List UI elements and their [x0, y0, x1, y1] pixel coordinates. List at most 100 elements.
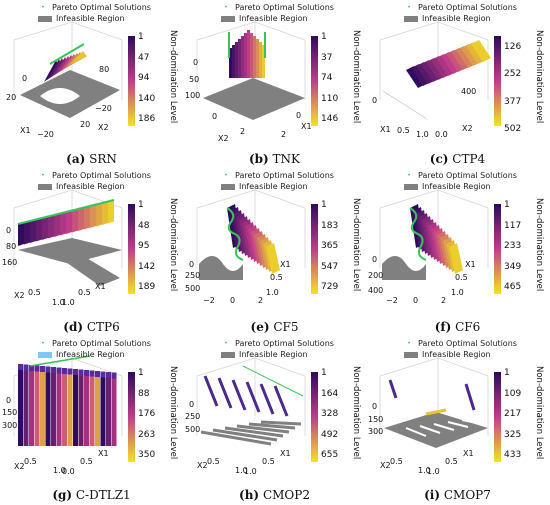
- infeasible-swatch-icon: [404, 183, 418, 190]
- axis-tick-label: 1.0: [451, 288, 464, 297]
- axis-tick-label: 0: [372, 402, 378, 411]
- axis-tick-label: 0.5: [80, 457, 93, 466]
- axis-tick-label: 1.0: [266, 288, 279, 297]
- axis-tick-label: 0.5: [262, 457, 275, 466]
- colorbar-tick-label: 74: [321, 73, 333, 83]
- axis-tick-label: 1.0: [53, 466, 66, 475]
- legend: • Pareto Optimal Solutions Infeasible Regi…: [404, 338, 517, 360]
- axis-tick-label: 1.0: [52, 298, 65, 307]
- plot-art: [379, 21, 491, 120]
- caption-letter: (b): [248, 152, 269, 166]
- legend-label: Pareto Optimal Solutions: [418, 3, 517, 12]
- axis-tick-label: 0: [189, 260, 195, 269]
- legend: • Pareto Optimal Solutions Infeasible Regi…: [38, 338, 151, 360]
- axis-tick-label: X2: [14, 291, 25, 300]
- legend-label: Infeasible Region: [422, 14, 491, 23]
- axis-tick-label: 0.5: [28, 288, 41, 297]
- colorbar-tick-label: 217: [504, 409, 522, 419]
- colorbar-tick-label: 233: [504, 241, 522, 251]
- legend-label: Infeasible Region: [422, 182, 491, 191]
- legend-label: Infeasible Region: [239, 182, 308, 191]
- axis-tick-label: X2: [98, 123, 109, 132]
- colorbar-tick-label: 176: [138, 409, 156, 419]
- axis-tick-label: 500: [185, 284, 201, 293]
- colorbar-tick-label: 146: [321, 114, 339, 124]
- colorbar-tick-label: 1: [138, 200, 144, 210]
- subplot-tnk: • Pareto Optimal Solutions Infeasible Regi…: [183, 0, 366, 168]
- colorbar-tick-label: 110: [321, 93, 339, 104]
- legend-label: Pareto Optimal Solutions: [235, 339, 334, 348]
- subfigure-caption: (h) CMOP2: [183, 488, 366, 502]
- colorbar-tick-label: 142: [138, 261, 156, 272]
- axis-tick-label: 0: [6, 396, 12, 405]
- legend-item-pareto: • Pareto Optimal Solutions: [404, 170, 517, 181]
- colorbar-title: Non-domination Level: [168, 366, 178, 460]
- colorbar-tick-label: 1: [321, 368, 327, 378]
- legend: • Pareto Optimal Solutions Infeasible Regi…: [38, 2, 151, 24]
- caption-name: CTP4: [448, 152, 486, 166]
- colorbar-tick-label: 502: [504, 124, 522, 134]
- colorbar-tick-label: 37: [321, 52, 333, 63]
- axis-tick-label: 0.0: [62, 467, 75, 476]
- legend-label: Infeasible Region: [56, 182, 125, 191]
- legend: • Pareto Optimal Solutions Infeasible Regi…: [404, 170, 517, 192]
- axis-tick-label: 0: [22, 74, 28, 83]
- caption-letter: (i): [424, 488, 441, 502]
- axis-tick-label: X1: [380, 125, 391, 134]
- legend-label: Pareto Optimal Solutions: [235, 3, 334, 12]
- axis-tick-label: 0.5: [397, 126, 410, 135]
- axis-tick-label: 80: [6, 242, 17, 251]
- colorbar-title: Non-domination Level: [168, 198, 178, 292]
- legend-item-pareto: • Pareto Optimal Solutions: [38, 2, 151, 13]
- caption-letter: (g): [52, 488, 73, 502]
- subplot-c-dtlz1: • Pareto Optimal Solutions Infeasible Regi…: [0, 336, 183, 504]
- axis-tick-label: 250: [185, 271, 201, 280]
- subfigure-caption: (b) TNK: [183, 152, 366, 166]
- axis-tick-label: 1.0: [62, 298, 75, 307]
- colorbar-tick-label: 47: [138, 52, 150, 63]
- axis-tick-label: −20: [37, 130, 54, 139]
- axis-tick-label: 1.0: [427, 467, 440, 476]
- axis-tick-label: 150: [368, 415, 384, 424]
- infeasible-swatch-icon: [404, 351, 418, 358]
- axis-tick-label: 100: [185, 91, 201, 100]
- axis-tick-label: 160: [2, 258, 18, 267]
- legend-item-pareto: • Pareto Optimal Solutions: [404, 338, 517, 349]
- colorbar-tick-label: 189: [138, 282, 156, 292]
- colorbar-tick-label: 350: [138, 450, 156, 460]
- colorbar: [494, 372, 501, 462]
- axis-tick-label: X2: [197, 461, 208, 470]
- caption-letter: (f): [434, 320, 452, 334]
- legend: • Pareto Optimal Solutions Infeasible Regi…: [221, 338, 334, 360]
- legend-label: Infeasible Region: [56, 14, 125, 23]
- legend-item-pareto: • Pareto Optimal Solutions: [221, 338, 334, 349]
- colorbar-tick-label: 94: [138, 73, 150, 83]
- axis-tick-label: 250: [185, 412, 201, 421]
- subfigure-caption: (g) C-DTLZ1: [0, 488, 183, 502]
- legend: • Pareto Optimal Solutions Infeasible Regi…: [221, 170, 334, 192]
- axis-tick-label: X2: [14, 462, 25, 471]
- legend: • Pareto Optimal Solutions Infeasible Regi…: [38, 170, 151, 192]
- subplot-canvas: [13, 355, 123, 446]
- axis-tick-label: −2: [386, 296, 398, 305]
- legend-label: Pareto Optimal Solutions: [52, 3, 151, 12]
- colorbar-tick-label: 1: [138, 32, 144, 42]
- legend-label: Pareto Optimal Solutions: [52, 339, 151, 348]
- colorbar-tick-label: 1: [321, 200, 327, 210]
- axis-tick-label: 20: [80, 120, 91, 129]
- axis-tick-label: 0.5: [455, 273, 468, 282]
- pareto-marker-icon: •: [407, 340, 411, 347]
- pareto-marker-icon: •: [224, 340, 228, 347]
- legend-label: Infeasible Region: [56, 350, 125, 359]
- axis-tick-label: X1: [280, 449, 291, 458]
- axis-tick-label: 0: [230, 296, 236, 305]
- infeasible-swatch-icon: [221, 351, 235, 358]
- colorbar-tick-label: 140: [138, 93, 156, 104]
- axis-tick-label: 1.0: [416, 130, 429, 139]
- colorbar-tick-label: 183: [321, 220, 339, 231]
- legend-item-pareto: • Pareto Optimal Solutions: [38, 338, 151, 349]
- plot-art: [13, 21, 123, 118]
- colorbar-tick-label: 48: [138, 220, 150, 231]
- colorbar-title: Non-domination Level: [534, 366, 544, 460]
